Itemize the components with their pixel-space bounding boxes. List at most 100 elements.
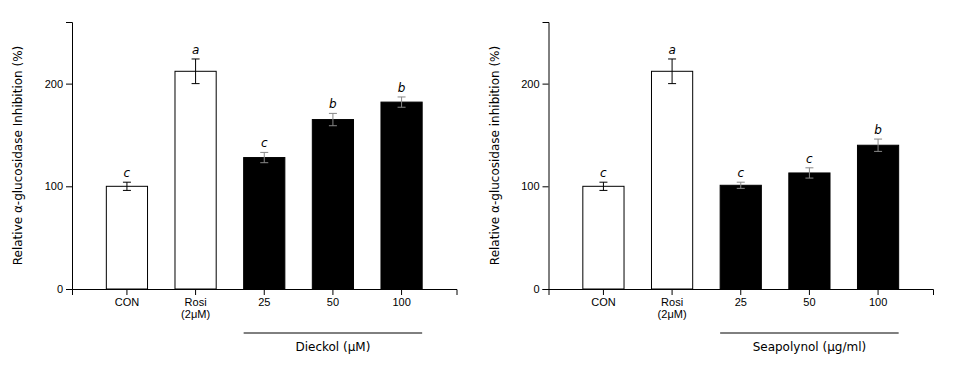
tick-label-line: (2μM) <box>181 308 210 320</box>
tick-label: 100 <box>869 296 887 308</box>
bar <box>106 186 147 289</box>
marks <box>106 59 422 289</box>
y-axis-label: Relative α-glucosidase inhibition (%) <box>488 46 502 265</box>
tick: 200 <box>521 78 548 90</box>
tick-label: Rosi(2μM) <box>181 296 210 321</box>
bar <box>789 173 830 289</box>
tick: 25 <box>258 289 270 308</box>
annotation: c <box>124 166 131 180</box>
chart: cacbb0100200CONRosi(2μM)2550100Dieckol (… <box>0 0 953 381</box>
tick-mark <box>543 289 549 290</box>
error-bar <box>874 139 882 151</box>
tick: 100 <box>869 289 887 308</box>
tick-mark <box>332 289 333 295</box>
bar <box>720 185 761 289</box>
tick-label-line: Rosi <box>661 296 683 308</box>
axis-line <box>543 23 550 290</box>
error-bar <box>329 113 337 125</box>
error-bar <box>668 59 676 84</box>
tick: Rosi(2μM) <box>181 289 210 320</box>
error-bar <box>398 97 406 107</box>
bar <box>244 158 285 289</box>
tick-mark <box>603 289 604 295</box>
tick: 50 <box>803 289 815 308</box>
tick-mark <box>66 289 72 290</box>
tick-label-line: 100 <box>869 296 887 308</box>
annotation: b <box>329 97 337 111</box>
tick: Rosi(2μM) <box>658 289 687 320</box>
bar <box>583 186 624 289</box>
tick: 100 <box>392 289 410 308</box>
tick-label: Rosi(2μM) <box>658 296 687 321</box>
tick-mark <box>66 84 72 85</box>
tick-label: 100 <box>521 180 539 192</box>
tick-label-line: CON <box>591 296 616 308</box>
tick-label: 25 <box>735 296 747 308</box>
annotation: a <box>668 43 675 57</box>
tick: 50 <box>327 289 339 308</box>
tick-label-line: (2μM) <box>658 308 687 320</box>
tick-mark <box>543 84 549 85</box>
tick-label: 100 <box>45 180 63 192</box>
tick: 100 <box>521 180 548 192</box>
tick-label: 50 <box>327 296 339 308</box>
x-axis-label: Dieckol (μM) <box>295 340 370 354</box>
tick: CON <box>591 289 616 308</box>
tick-mark <box>543 186 549 187</box>
tick-mark <box>672 289 673 295</box>
tick-label: CON <box>115 296 140 308</box>
annotation: b <box>398 81 406 95</box>
annotations: caccb <box>600 43 882 180</box>
tick: 0 <box>533 283 548 295</box>
error-bar <box>123 182 131 190</box>
error-bar <box>192 59 200 84</box>
bar <box>175 71 216 289</box>
tick-mark <box>740 289 741 295</box>
tick-label-line: 50 <box>803 296 815 308</box>
annotation: c <box>261 136 268 150</box>
tick-label-line: CON <box>115 296 140 308</box>
panel: c a c b b 0 100 200 CON Rosi(2μM) 25 50 100 Dieckol (… <box>11 23 457 355</box>
x-axis: CON Rosi(2μM) 25 50 100 <box>73 289 458 320</box>
tick-label: 0 <box>57 283 63 295</box>
annotation: b <box>874 123 882 137</box>
marks <box>583 59 899 289</box>
tick-label-line: 100 <box>392 296 410 308</box>
tick: 0 <box>57 283 72 295</box>
tick-mark <box>264 289 265 295</box>
tick: CON <box>115 289 140 308</box>
annotation: c <box>737 166 744 180</box>
error-bar <box>805 168 813 178</box>
panel: caccb0100200CONRosi(2μM)2550100Seapolyno… <box>488 23 934 355</box>
bar <box>651 71 692 289</box>
tick-label: CON <box>591 296 616 308</box>
group-underline <box>244 333 423 334</box>
tick: 25 <box>735 289 747 308</box>
tick-label-line: 25 <box>735 296 747 308</box>
bar <box>857 145 898 289</box>
tick-label: 200 <box>521 78 539 90</box>
tick-mark <box>195 289 196 295</box>
tick-mark <box>126 289 127 295</box>
tick-label: 50 <box>803 296 815 308</box>
tick-mark <box>878 289 879 295</box>
tick-label: 25 <box>258 296 270 308</box>
tick: 100 <box>45 180 72 192</box>
error-bar <box>260 152 268 162</box>
x-axis-label: Seapolynol (μg/ml) <box>753 340 867 354</box>
axis-line <box>549 290 934 296</box>
error-bar <box>599 182 607 190</box>
tick-label-line: 25 <box>258 296 270 308</box>
tick-label: 0 <box>533 283 539 295</box>
bar <box>312 120 353 289</box>
tick-label: 200 <box>45 78 63 90</box>
tick-label: 100 <box>392 296 410 308</box>
bar <box>381 102 422 289</box>
tick-mark <box>66 186 72 187</box>
tick-label-line: Rosi <box>185 296 207 308</box>
y-axis: 0 100 200 <box>521 23 549 296</box>
annotation: a <box>192 43 199 57</box>
axis-line <box>66 23 73 290</box>
y-axis: 0 100 200 <box>45 23 73 296</box>
error-bar <box>737 182 745 188</box>
